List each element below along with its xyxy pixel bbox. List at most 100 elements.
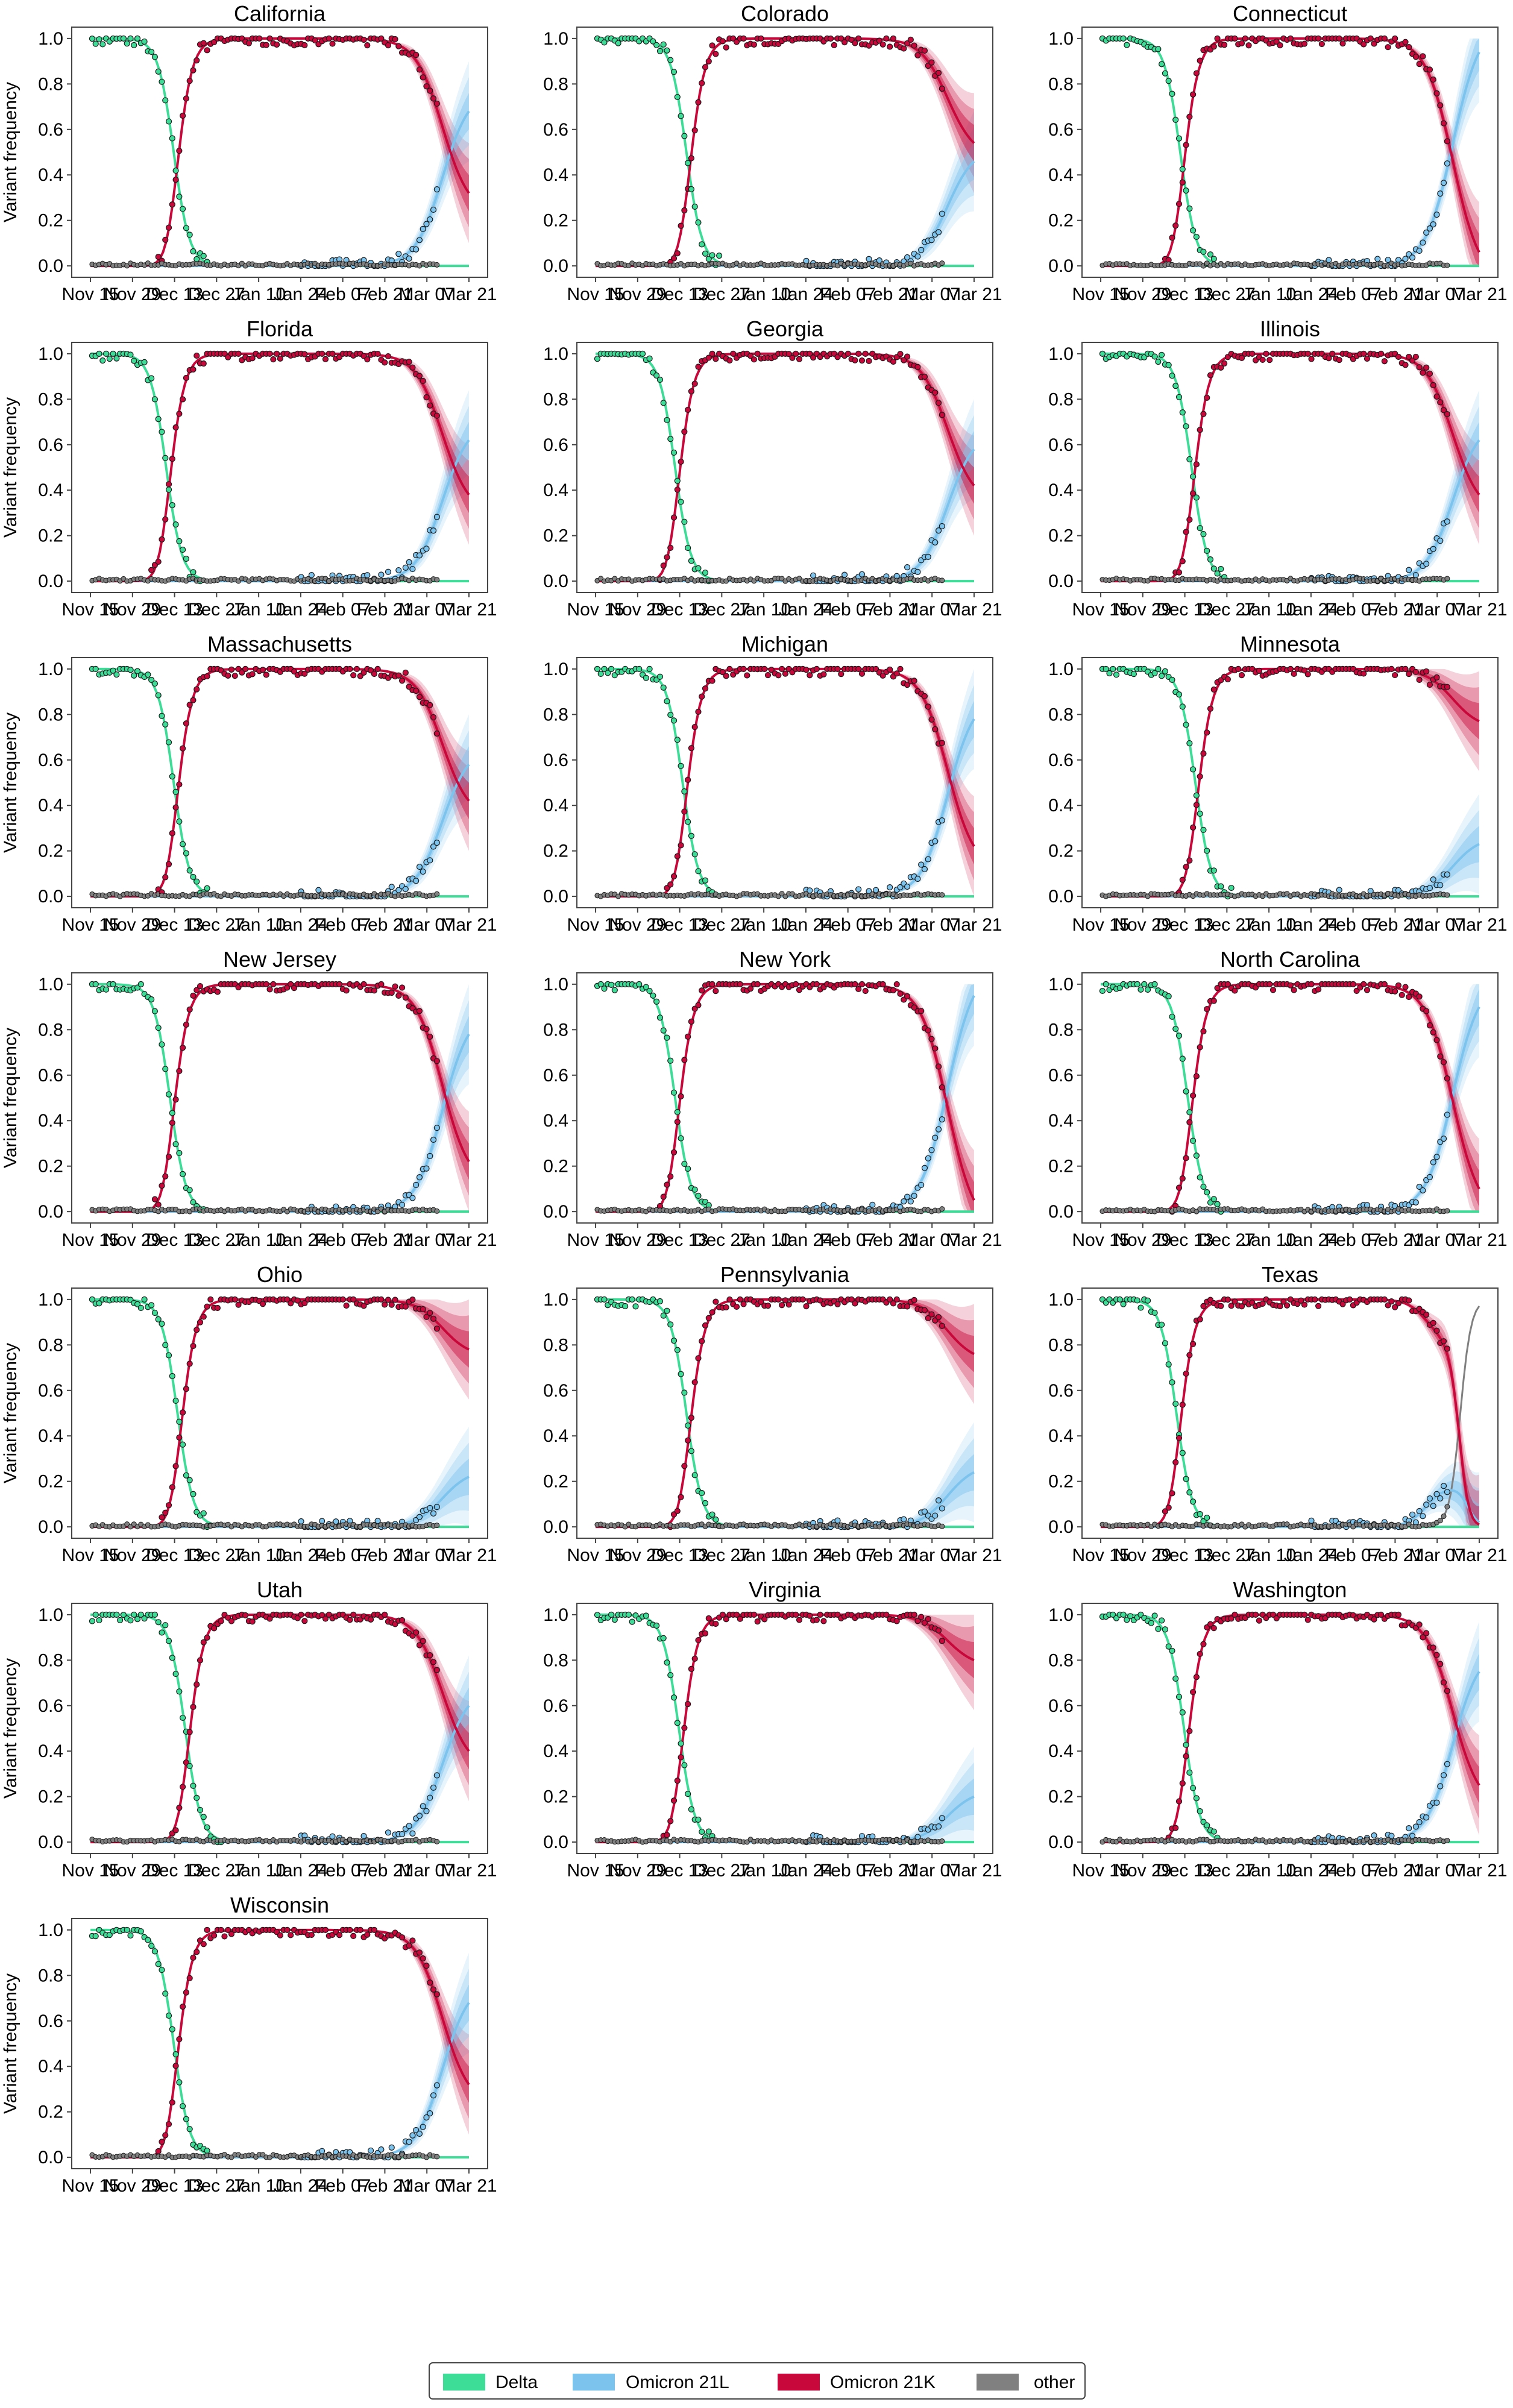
- point-omicron-21k: [200, 360, 207, 367]
- point-omicron-21k: [1336, 357, 1342, 363]
- point-delta: [110, 350, 116, 357]
- x-tick-label: Mar 21: [946, 915, 1002, 935]
- x-tick-label: Nov 29: [1114, 284, 1171, 304]
- point-omicron-21k: [1392, 988, 1398, 995]
- point-omicron-21k: [667, 1173, 674, 1180]
- y-tick-label: 0.6: [1048, 1381, 1074, 1401]
- panel-title: North Carolina: [1220, 947, 1360, 972]
- point-other: [939, 1206, 945, 1212]
- point-omicron-21l: [416, 863, 423, 870]
- point-omicron-21k: [691, 127, 698, 134]
- point-delta: [148, 48, 155, 55]
- point-omicron-21k: [433, 100, 440, 107]
- point-omicron-21k: [901, 357, 907, 363]
- point-omicron-21k: [879, 41, 886, 48]
- point-delta: [664, 47, 670, 54]
- point-delta: [674, 737, 681, 743]
- point-omicron-21l: [1420, 239, 1426, 246]
- point-omicron-21k: [1200, 750, 1207, 757]
- point-omicron-21k: [218, 1618, 224, 1624]
- point-omicron-21k: [681, 1463, 688, 1470]
- x-tick-label: Nov 15: [1072, 284, 1130, 304]
- point-delta: [1172, 116, 1179, 123]
- point-omicron-21k: [180, 1045, 186, 1051]
- point-omicron-21k: [231, 673, 238, 679]
- x-tick-label: Feb 07: [820, 284, 876, 304]
- y-tick-label: 0.0: [543, 1202, 568, 1222]
- point-omicron-21l: [430, 1510, 437, 1517]
- point-omicron-21l: [807, 887, 813, 894]
- point-omicron-21k: [709, 350, 716, 357]
- x-tick-label: Mar 21: [946, 600, 1002, 620]
- point-omicron-21k: [785, 351, 792, 357]
- y-tick-label: 1.0: [543, 1605, 568, 1625]
- y-tick-label: 0.0: [38, 1202, 63, 1222]
- point-omicron-21l: [1409, 254, 1416, 261]
- point-delta: [664, 1034, 670, 1041]
- point-omicron-21k: [263, 42, 269, 48]
- point-delta: [180, 1714, 186, 1721]
- point-omicron-21k: [664, 1181, 670, 1188]
- y-tick-label: 0.4: [543, 480, 568, 500]
- point-omicron-21k: [1224, 1296, 1231, 1303]
- point-omicron-21l: [1308, 1517, 1315, 1524]
- point-delta: [1179, 703, 1186, 710]
- point-omicron-21l: [1433, 212, 1440, 218]
- point-delta: [1130, 671, 1137, 677]
- y-tick-label: 0.2: [543, 526, 568, 546]
- point-omicron-21k: [1430, 76, 1436, 83]
- panel-title: New York: [739, 947, 831, 972]
- point-omicron-21k: [169, 201, 175, 208]
- point-other: [1444, 1504, 1450, 1510]
- point-omicron-21l: [1430, 221, 1436, 228]
- point-delta: [667, 1057, 674, 1064]
- point-delta: [629, 1618, 635, 1625]
- point-delta: [1183, 423, 1189, 430]
- point-omicron-21k: [831, 42, 837, 48]
- y-tick-label: 0.4: [543, 1426, 568, 1446]
- point-omicron-21k: [1416, 364, 1423, 371]
- point-omicron-21k: [740, 35, 747, 42]
- point-omicron-21k: [810, 354, 817, 361]
- point-omicron-21k: [165, 1153, 172, 1160]
- point-omicron-21l: [395, 251, 402, 257]
- point-delta: [190, 1782, 197, 1789]
- point-delta: [646, 665, 653, 672]
- point-delta: [695, 1192, 702, 1199]
- point-delta: [89, 1618, 96, 1624]
- point-omicron-21k: [928, 716, 935, 723]
- point-omicron-21l: [1374, 256, 1381, 262]
- point-delta: [169, 773, 175, 780]
- y-tick-label: 0.0: [543, 256, 568, 276]
- point-delta: [1179, 1450, 1186, 1456]
- point-omicron-21k: [1186, 857, 1193, 864]
- point-omicron-21k: [685, 1033, 691, 1040]
- point-omicron-21k: [200, 1313, 207, 1320]
- point-omicron-21k: [1426, 66, 1433, 73]
- point-omicron-21k: [887, 43, 893, 50]
- point-delta: [1204, 1189, 1210, 1196]
- point-omicron-21k: [433, 1667, 440, 1673]
- point-omicron-21k: [754, 1618, 761, 1625]
- point-omicron-21k: [180, 745, 186, 752]
- point-delta: [1175, 1033, 1183, 1039]
- point-omicron-21k: [183, 374, 190, 382]
- y-tick-label: 0.4: [38, 480, 63, 500]
- y-tick-label: 0.2: [38, 526, 63, 546]
- point-delta: [674, 1720, 681, 1726]
- point-omicron-21k: [1315, 986, 1322, 993]
- point-omicron-21k: [172, 1827, 179, 1834]
- point-delta: [155, 692, 162, 699]
- point-omicron-21k: [1420, 369, 1426, 376]
- point-delta: [1159, 61, 1165, 68]
- point-omicron-21k: [695, 363, 702, 370]
- y-tick-label: 0.6: [543, 750, 568, 770]
- point-omicron-21l: [935, 527, 942, 534]
- point-omicron-21k: [420, 1306, 426, 1313]
- y-tick-label: 0.4: [38, 165, 63, 185]
- x-tick-label: Dec 27: [188, 600, 245, 620]
- point-delta: [1207, 251, 1214, 258]
- y-tick-label: 0.4: [38, 1111, 63, 1131]
- point-delta: [664, 1307, 670, 1314]
